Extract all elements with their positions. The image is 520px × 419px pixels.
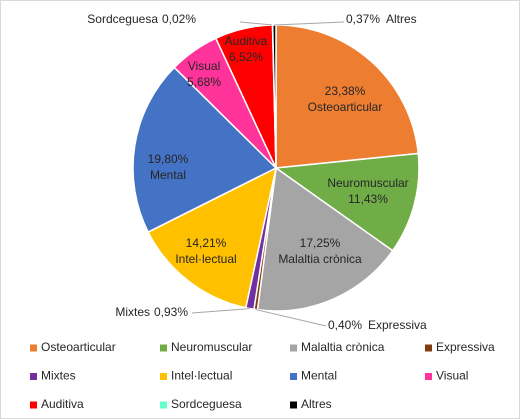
data-label-name: Sordceguesa xyxy=(87,12,158,26)
legend-swatch xyxy=(160,401,167,409)
leader-line xyxy=(239,21,273,26)
legend-swatch xyxy=(290,373,297,380)
data-label: 23,38% xyxy=(325,84,366,98)
legend-label: Neuromuscular xyxy=(171,340,252,354)
legend-label: Expressiva xyxy=(436,340,495,354)
legend-label: Malaltia crònica xyxy=(301,340,385,354)
legend-swatch xyxy=(30,344,37,352)
legend-swatch xyxy=(290,401,297,409)
data-label-name: Visual xyxy=(188,59,220,73)
legend-swatch xyxy=(425,373,432,380)
data-label-name: Intel·lectual xyxy=(175,252,236,266)
data-label-name: Auditiva xyxy=(225,34,268,48)
legend-label: Altres xyxy=(301,397,332,411)
legend-label: Auditiva xyxy=(41,397,84,411)
data-label-name: Neuromuscular xyxy=(327,176,408,190)
leader-line xyxy=(255,309,327,327)
data-label-name: Osteoarticular xyxy=(308,100,383,114)
legend-swatch xyxy=(425,344,432,352)
legend-swatch xyxy=(160,344,167,352)
data-label: 11,43% xyxy=(348,192,388,206)
data-label: 14,21% xyxy=(186,236,227,250)
data-label-name: Malaltia crònica xyxy=(278,252,362,266)
leader-line xyxy=(274,21,345,26)
data-label: 6,52% xyxy=(229,50,263,64)
legend-label: Sordceguesa xyxy=(171,397,242,411)
legend-label: Intel·lectual xyxy=(171,369,232,383)
legend-swatch xyxy=(160,373,167,380)
data-label-name: Mixtes xyxy=(115,305,150,319)
data-label: 0,37% xyxy=(346,12,380,26)
legend-label: Mixtes xyxy=(41,369,76,383)
legend-label: Osteoarticular xyxy=(41,340,116,354)
pie-slice xyxy=(132,66,278,234)
data-label: 0,40% xyxy=(328,318,362,332)
data-label: 17,25% xyxy=(300,236,341,250)
pie-slice xyxy=(256,166,394,312)
pie-slice xyxy=(147,166,278,309)
pie-slice xyxy=(273,152,420,252)
data-label: 0,93% xyxy=(154,305,188,319)
data-label-name: Expressiva xyxy=(368,318,427,332)
data-label: 5,68% xyxy=(187,75,221,89)
data-label: 19,80% xyxy=(148,152,189,166)
legend-label: Visual xyxy=(436,369,468,383)
legend-swatch xyxy=(290,344,297,352)
data-label-name: Mental xyxy=(150,168,186,182)
legend-swatch xyxy=(30,373,37,380)
legend-swatch xyxy=(30,401,37,409)
data-label: 0,02% xyxy=(162,12,196,26)
pie-slice xyxy=(275,24,420,169)
legend-label: Mental xyxy=(301,369,337,383)
leader-line xyxy=(191,308,250,314)
data-label-name: Altres xyxy=(386,12,417,26)
